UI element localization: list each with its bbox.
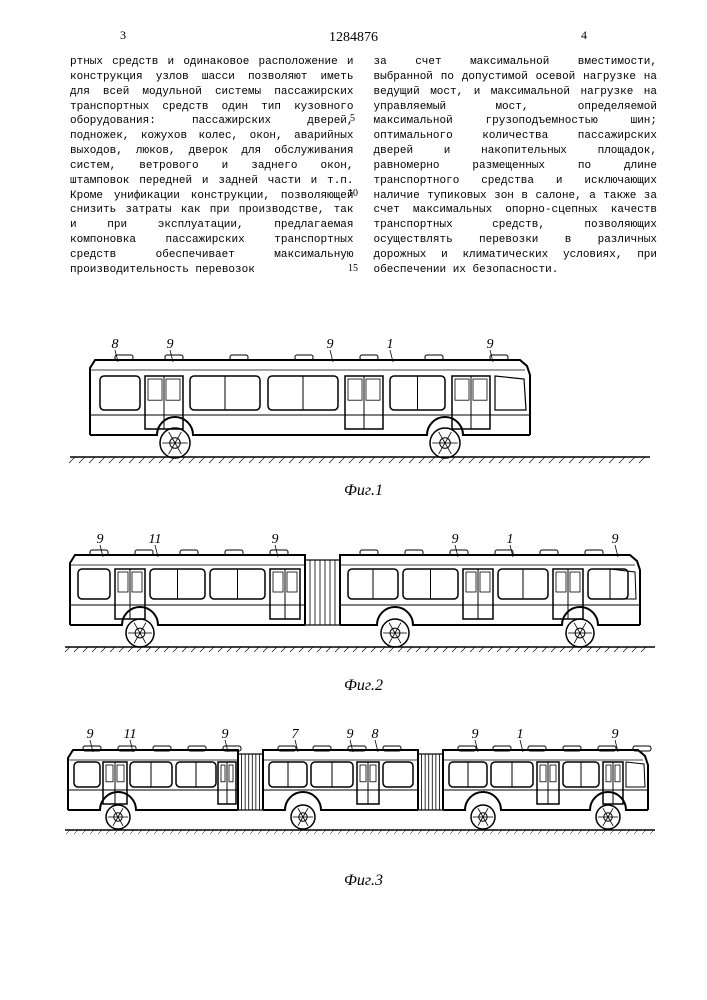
column-right: за счет максимальной вместимости, выбран… [374, 55, 658, 278]
bus-diagram-1: 8 9 9 1 9 [60, 330, 660, 480]
figure-1: 8 9 9 1 9 Фиг.1 [60, 330, 667, 500]
svg-text:11: 11 [124, 727, 137, 742]
svg-text:9: 9 [452, 532, 459, 547]
line-marker-5: 5 [350, 113, 355, 124]
bus-diagram-2: 9 11 9 9 1 9 [60, 525, 660, 675]
fig3-label: Фиг.3 [60, 872, 667, 890]
document-number: 1284876 [329, 30, 378, 46]
bus-diagram-3: 9 11 9 7 9 8 9 1 9 [60, 720, 660, 870]
svg-text:9: 9 [87, 727, 94, 742]
svg-text:9: 9 [272, 532, 279, 547]
svg-text:9: 9 [612, 727, 619, 742]
figure-3: 9 11 9 7 9 8 9 1 9 Фиг.3 [60, 720, 667, 890]
svg-text:9: 9 [167, 337, 174, 352]
svg-text:8: 8 [372, 727, 379, 742]
svg-text:9: 9 [347, 727, 354, 742]
figures-area: 8 9 9 1 9 Фиг.1 9 11 9 9 1 9 Фиг.2 9 11 9 7 9 8 9 1 9 Фиг… [60, 330, 667, 915]
svg-text:9: 9 [472, 727, 479, 742]
svg-text:1: 1 [517, 727, 524, 742]
svg-text:9: 9 [97, 532, 104, 547]
col-num-right: 4 [581, 28, 587, 43]
page: 3 1284876 4 ртных средств и одинаковое р… [0, 0, 707, 1000]
col-num-left: 3 [120, 28, 126, 43]
text-columns: ртных средств и одинаковое расположение … [70, 55, 657, 278]
figure-2: 9 11 9 9 1 9 Фиг.2 [60, 525, 667, 695]
line-marker-15: 15 [348, 263, 358, 274]
line-marker-10: 10 [348, 188, 358, 199]
column-left: ртных средств и одинаковое расположение … [70, 55, 354, 278]
svg-text:8: 8 [112, 337, 119, 352]
svg-text:9: 9 [327, 337, 334, 352]
svg-text:11: 11 [149, 532, 162, 547]
svg-text:9: 9 [487, 337, 494, 352]
fig2-label: Фиг.2 [60, 677, 667, 695]
svg-text:9: 9 [222, 727, 229, 742]
svg-text:1: 1 [507, 532, 514, 547]
svg-text:1: 1 [387, 337, 394, 352]
fig1-label: Фиг.1 [60, 482, 667, 500]
svg-text:9: 9 [612, 532, 619, 547]
svg-text:7: 7 [292, 727, 300, 742]
